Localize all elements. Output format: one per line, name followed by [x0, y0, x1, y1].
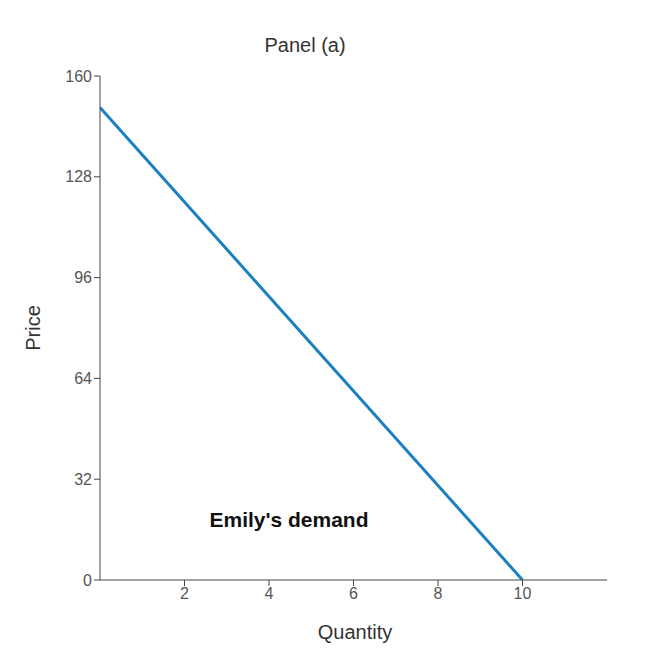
svg-text:6: 6: [349, 585, 358, 602]
svg-text:8: 8: [434, 585, 443, 602]
svg-text:160: 160: [65, 68, 92, 85]
svg-text:2: 2: [180, 585, 189, 602]
html-text:Panel (a): Panel (a): [264, 33, 346, 56]
svg-text:96: 96: [74, 269, 92, 286]
html-text:Price: Price: [21, 305, 44, 351]
svg-text:32: 32: [74, 471, 92, 488]
svg-text:0: 0: [83, 572, 92, 589]
html-text:Quantity: Quantity: [317, 620, 393, 643]
svg-text:10: 10: [514, 585, 532, 602]
svg-text:64: 64: [74, 370, 92, 387]
html-text:Emily's demand: Emily's demand: [209, 508, 369, 531]
svg-text:128: 128: [65, 168, 92, 185]
svg-text:4: 4: [265, 585, 274, 602]
